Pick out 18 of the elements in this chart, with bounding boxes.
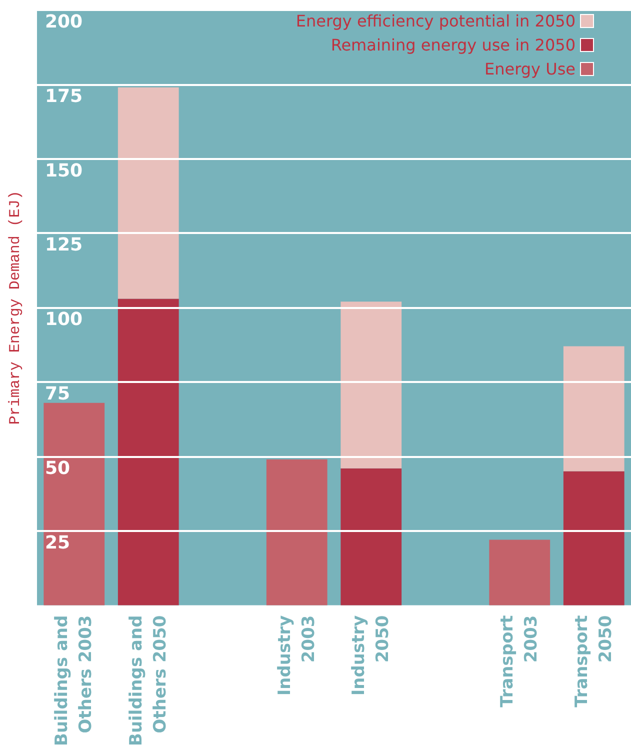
y-axis-title: Primary Energy Demand (EJ) (7, 190, 24, 425)
x-tick-label: Transport 2003 (498, 615, 542, 708)
x-tick-label: Buildings and Others 2003 (52, 615, 96, 746)
y-tick-label: 100 (45, 309, 83, 330)
y-tick-label: 25 (45, 532, 70, 554)
legend-label: Energy Use (484, 60, 576, 78)
y-tick-label: 50 (45, 458, 70, 479)
x-tick-label: Buildings and Others 2050 (126, 615, 170, 746)
x-tick-label: Transport 2050 (572, 615, 616, 708)
y-tick-label: 75 (45, 384, 70, 405)
legend-label: Energy efficiency potential in 2050 (296, 12, 576, 30)
y-tick-label: 200 (45, 12, 83, 32)
x-tick-label: Industry 2050 (349, 615, 394, 696)
y-tick-label: 125 (45, 234, 83, 256)
y-tick-label: 175 (45, 86, 83, 107)
y-tick-label: 150 (45, 160, 83, 182)
x-tick-label: Industry 2003 (274, 615, 319, 696)
legend-label: Remaining energy use in 2050 (330, 36, 576, 54)
